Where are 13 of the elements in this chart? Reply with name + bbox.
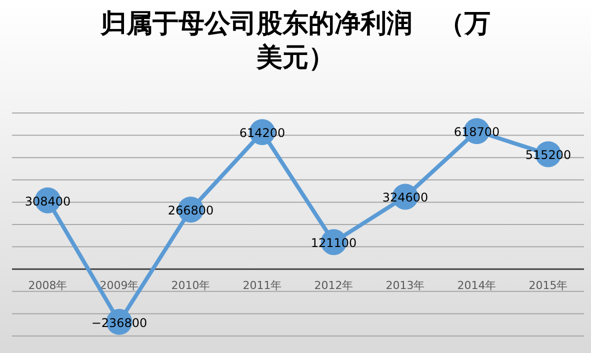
- x-tick-label: 2008年: [28, 279, 68, 292]
- x-tick-label: 2013年: [386, 279, 425, 292]
- x-tick-label: 2012年: [314, 279, 354, 292]
- data-label: 614200: [239, 126, 286, 140]
- x-tick-label: 2014年: [457, 279, 496, 292]
- data-label: 308400: [24, 194, 71, 208]
- x-tick-label: 2015年: [528, 279, 568, 292]
- x-tick-label: 2011年: [242, 279, 282, 292]
- chart-title: 归属于母公司股东的净利润 （万美元）: [100, 9, 490, 73]
- data-label: 515200: [525, 148, 572, 162]
- data-label: 618700: [454, 125, 500, 140]
- x-tick-label: 2009年: [100, 279, 139, 292]
- x-tick-label: 2010年: [171, 279, 210, 292]
